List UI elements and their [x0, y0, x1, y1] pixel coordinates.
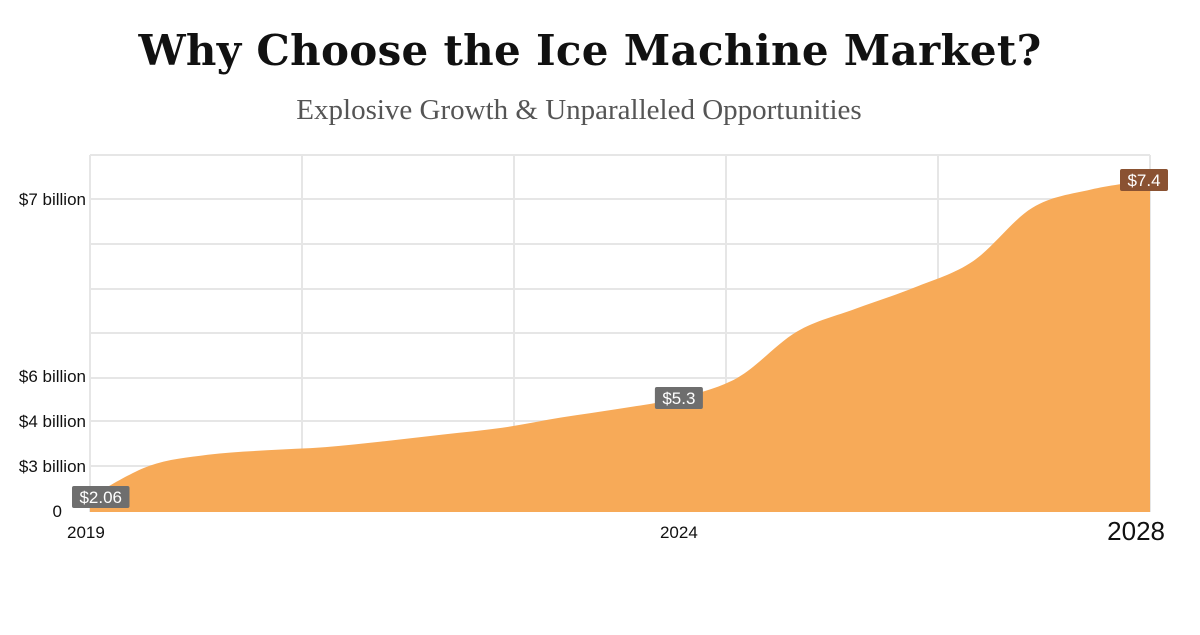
- data-label-bg: [72, 486, 130, 508]
- data-label-text: $7.4: [1127, 171, 1160, 190]
- y-tick-label: $6 billion: [19, 367, 86, 386]
- data-label: $7.4: [1120, 169, 1168, 191]
- y-tick-label: 0: [53, 502, 62, 521]
- x-tick-label: 2024: [660, 523, 698, 542]
- y-tick-label: $3 billion: [19, 457, 86, 476]
- chart-subtitle: Explosive Growth & Unparalleled Opportun…: [296, 94, 862, 126]
- data-label-bg: [654, 387, 703, 409]
- y-tick-label: $7 billion: [19, 190, 86, 209]
- area-series: [90, 180, 1150, 512]
- data-label-bg: [1120, 169, 1168, 191]
- y-tick-label: $4 billion: [19, 412, 86, 431]
- y-axis-ticks: 0 $3 billion $4 billion $6 billion $7 billio…: [19, 190, 86, 521]
- data-label-text: $5.3: [662, 389, 695, 408]
- data-labels: $2.06 $5.3 $7.4: [72, 169, 1168, 508]
- x-tick-label: 2028: [1107, 516, 1165, 546]
- x-axis-ticks: 2019 2024 2028: [67, 516, 1165, 546]
- data-label-text: $2.06: [79, 488, 122, 507]
- data-label: $2.06: [72, 486, 130, 508]
- data-label: $5.3: [654, 387, 703, 409]
- chart-title: Why Choose the Ice Machine Market?: [138, 26, 1042, 75]
- x-tick-label: 2019: [67, 523, 105, 542]
